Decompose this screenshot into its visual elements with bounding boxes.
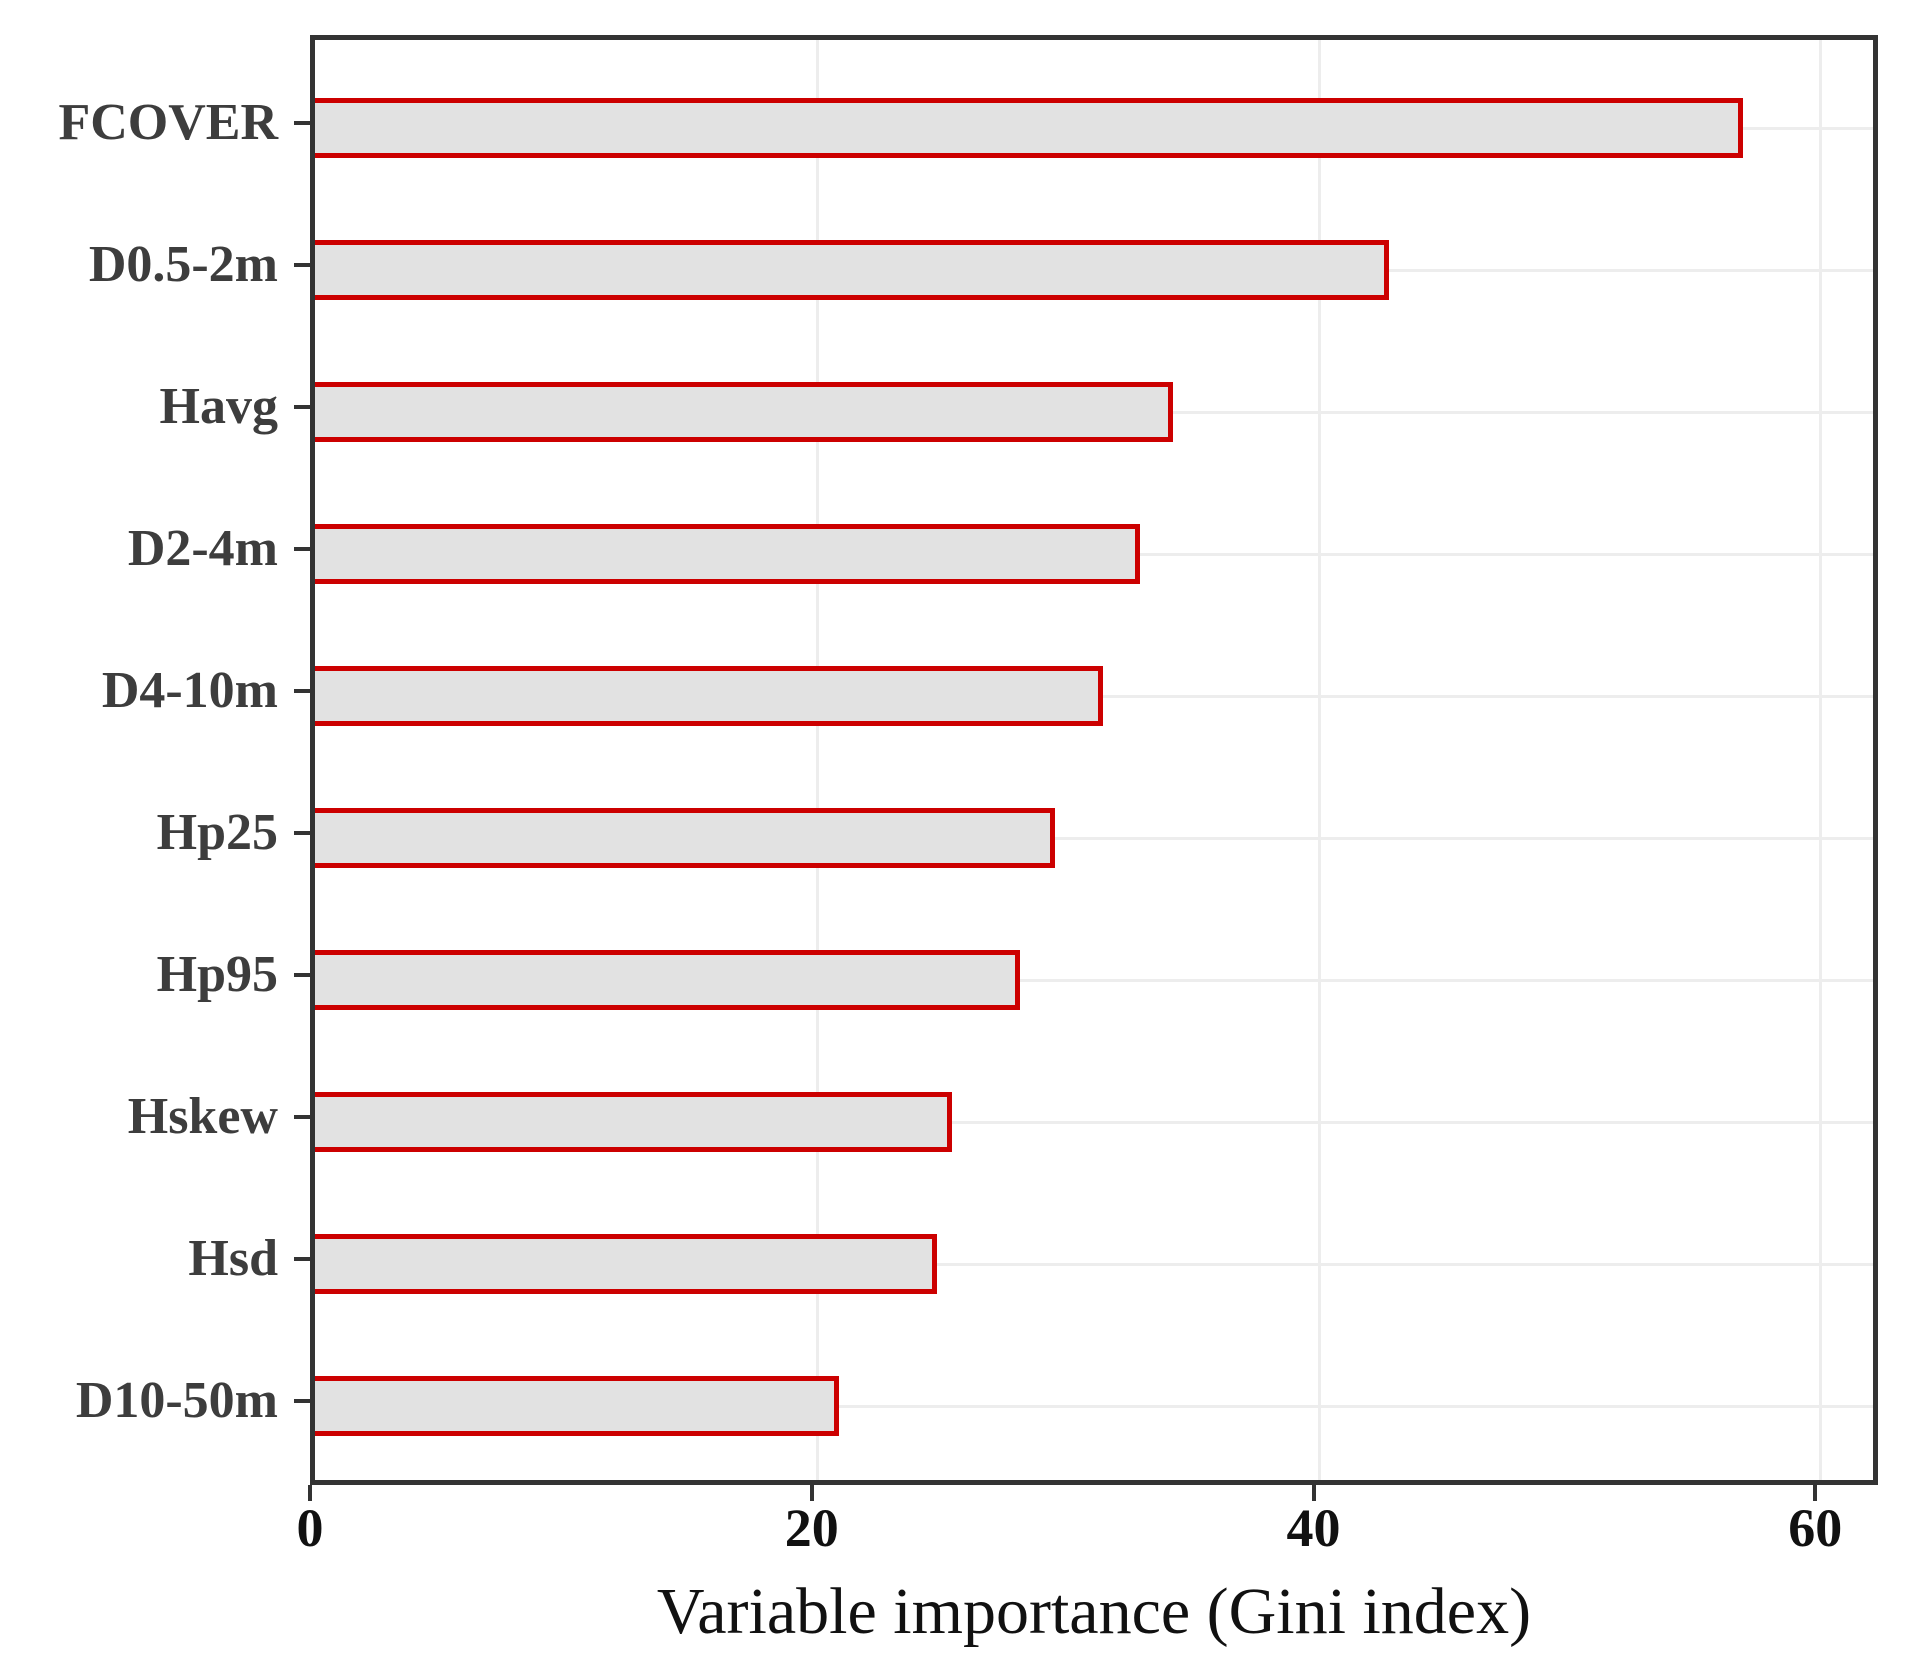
bar [315, 1092, 952, 1152]
y-tick-mark [294, 547, 310, 551]
y-axis-label: D4-10m [101, 662, 278, 719]
y-axis-label: Hp95 [156, 946, 278, 1003]
plot-area [310, 35, 1878, 1485]
gridline-vertical [1317, 40, 1321, 1480]
x-tick-mark [308, 1485, 312, 1501]
y-tick-mark [294, 1115, 310, 1119]
bar [315, 524, 1140, 584]
x-tick-mark [1311, 1485, 1316, 1501]
y-axis-label: D2-4m [127, 520, 278, 577]
x-tick-label: 60 [1788, 1498, 1843, 1558]
gridline-horizontal [315, 979, 1873, 982]
x-tick-mark [1813, 1485, 1818, 1501]
y-tick-mark [294, 405, 310, 409]
bar [315, 240, 1389, 300]
bar [315, 666, 1103, 726]
gridline-horizontal [315, 1263, 1873, 1266]
y-axis-label: Hp25 [156, 804, 278, 861]
y-tick-mark [294, 1399, 310, 1403]
y-axis-label: FCOVER [58, 94, 278, 151]
y-axis-label: Havg [159, 378, 278, 435]
bar [315, 1376, 839, 1436]
y-tick-mark [294, 1257, 310, 1261]
gridline-vertical [1819, 40, 1823, 1480]
gridline-vertical [815, 40, 819, 1480]
x-tick-label: 40 [1286, 1498, 1341, 1558]
gridline-horizontal [315, 837, 1873, 840]
y-axis-label: D0.5-2m [88, 236, 278, 293]
y-axis-label: Hskew [127, 1088, 278, 1145]
bar [315, 950, 1020, 1010]
x-axis-title: Variable importance (Gini index) [656, 1575, 1532, 1648]
bar [315, 382, 1173, 442]
gridline-horizontal [315, 1405, 1873, 1408]
y-axis-label: Hsd [188, 1230, 278, 1287]
y-tick-mark [294, 121, 310, 125]
x-tick-mark [809, 1485, 814, 1501]
y-axis-label: D10-50m [75, 1372, 278, 1429]
x-tick-label: 20 [784, 1498, 839, 1558]
y-tick-mark [294, 973, 310, 977]
y-tick-mark [294, 689, 310, 693]
bar [315, 98, 1743, 158]
bar [315, 1234, 937, 1294]
gridline-horizontal [315, 1121, 1873, 1124]
y-tick-mark [294, 263, 310, 267]
y-tick-mark [294, 831, 310, 835]
x-tick-label: 0 [296, 1498, 324, 1558]
bar [315, 808, 1055, 868]
